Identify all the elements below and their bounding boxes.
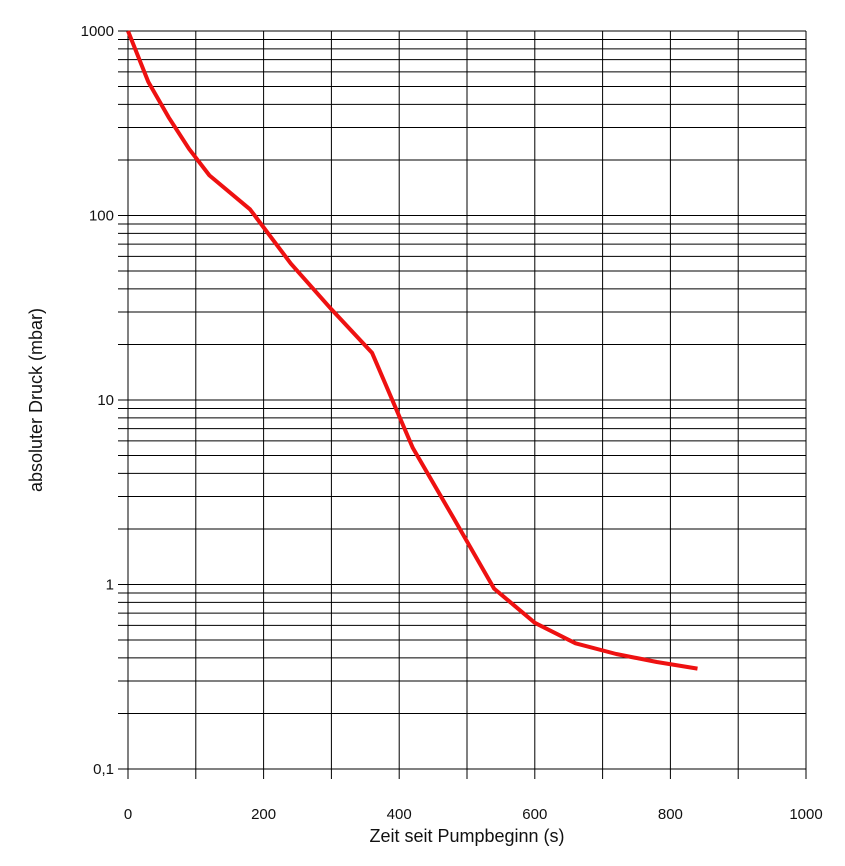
y-tick-label: 10 [97, 392, 114, 409]
y-tick-label: 100 [89, 208, 114, 225]
y-tick-label: 1000 [81, 23, 114, 40]
x-tick-label: 0 [124, 806, 132, 823]
x-tick-label: 400 [387, 806, 412, 823]
pressure-curve-0 [126, 30, 698, 671]
y-tick-label: 1 [106, 577, 114, 594]
x-axis-title: Zeit seit Pumpbeginn (s) [369, 826, 564, 846]
x-tick-label: 800 [658, 806, 683, 823]
tick-labels: 0 200 400 600 800 1000 0,1 1 10 100 1000 [81, 23, 823, 823]
grid [118, 30, 807, 779]
x-tick-label: 200 [251, 806, 276, 823]
y-tick-label: 0,1 [93, 761, 114, 778]
x-tick-label: 600 [522, 806, 547, 823]
data-lines [126, 30, 698, 671]
x-tick-label: 1000 [789, 806, 822, 823]
y-axis-title: absoluter Druck (mbar) [26, 308, 46, 492]
